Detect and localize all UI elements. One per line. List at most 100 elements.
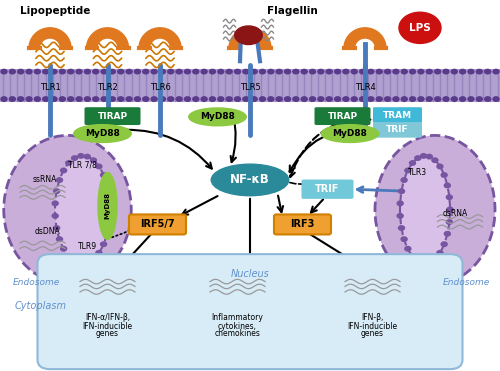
Text: IRF3: IRF3 (290, 220, 314, 229)
Text: IFN-inducible: IFN-inducible (82, 322, 132, 331)
Polygon shape (86, 28, 128, 48)
Text: TLR4: TLR4 (354, 83, 376, 92)
Circle shape (226, 69, 232, 74)
Circle shape (405, 246, 411, 251)
Circle shape (126, 69, 132, 74)
Circle shape (402, 97, 407, 101)
Circle shape (399, 12, 441, 43)
Circle shape (210, 97, 216, 101)
Text: TRIF: TRIF (386, 125, 409, 134)
Circle shape (110, 69, 116, 74)
Circle shape (434, 97, 440, 101)
Circle shape (66, 161, 72, 165)
Circle shape (10, 69, 16, 74)
Circle shape (42, 69, 48, 74)
Text: MyD88: MyD88 (104, 193, 110, 219)
Circle shape (326, 97, 332, 101)
Text: Inflammatory: Inflammatory (212, 313, 264, 322)
Circle shape (460, 97, 466, 101)
Polygon shape (29, 28, 71, 48)
Circle shape (107, 207, 113, 212)
Circle shape (84, 154, 90, 159)
Text: TRAM: TRAM (383, 111, 412, 119)
Circle shape (432, 257, 438, 261)
Text: TLR2: TLR2 (97, 83, 118, 92)
FancyBboxPatch shape (373, 122, 422, 138)
Circle shape (84, 97, 90, 101)
Text: LPS: LPS (409, 23, 431, 33)
Circle shape (168, 69, 174, 74)
Text: MyD88: MyD88 (200, 112, 235, 121)
Circle shape (56, 178, 62, 182)
Circle shape (76, 97, 82, 101)
Circle shape (104, 232, 110, 236)
Circle shape (326, 69, 332, 74)
FancyBboxPatch shape (373, 107, 422, 123)
Circle shape (432, 158, 438, 162)
Text: TIRAP: TIRAP (98, 112, 128, 121)
Circle shape (426, 97, 432, 101)
Circle shape (384, 97, 390, 101)
Circle shape (52, 201, 58, 206)
Circle shape (176, 69, 182, 74)
Circle shape (18, 69, 24, 74)
Circle shape (100, 242, 106, 246)
Circle shape (446, 220, 452, 224)
Circle shape (60, 69, 66, 74)
Circle shape (402, 69, 407, 74)
Circle shape (401, 178, 407, 182)
Circle shape (393, 97, 399, 101)
Circle shape (360, 69, 366, 74)
Circle shape (101, 69, 107, 74)
Circle shape (260, 69, 266, 74)
Circle shape (476, 97, 482, 101)
Circle shape (447, 207, 453, 212)
Circle shape (484, 97, 490, 101)
Circle shape (443, 97, 449, 101)
Circle shape (410, 161, 416, 165)
Circle shape (26, 69, 32, 74)
Circle shape (415, 156, 421, 160)
Circle shape (343, 69, 349, 74)
Circle shape (176, 97, 182, 101)
Circle shape (384, 69, 390, 74)
Circle shape (251, 69, 257, 74)
Text: TIRAP: TIRAP (328, 112, 358, 121)
Circle shape (434, 69, 440, 74)
Text: Cytoplasm: Cytoplasm (15, 301, 67, 311)
FancyBboxPatch shape (129, 214, 186, 234)
Circle shape (441, 173, 447, 177)
Text: TLR 7/8: TLR 7/8 (68, 161, 97, 170)
Ellipse shape (98, 173, 117, 239)
Ellipse shape (189, 108, 246, 126)
Ellipse shape (235, 26, 262, 45)
Circle shape (110, 97, 116, 101)
Circle shape (92, 97, 98, 101)
Circle shape (51, 69, 57, 74)
Circle shape (397, 214, 403, 218)
Circle shape (201, 97, 207, 101)
Circle shape (468, 69, 474, 74)
FancyBboxPatch shape (302, 180, 354, 199)
Circle shape (78, 261, 84, 266)
Ellipse shape (74, 125, 131, 142)
Polygon shape (139, 28, 181, 48)
Circle shape (92, 69, 98, 74)
Text: IRF5/7: IRF5/7 (140, 220, 175, 229)
Text: cytokines,: cytokines, (218, 322, 257, 331)
Circle shape (260, 97, 266, 101)
Circle shape (243, 97, 249, 101)
Circle shape (301, 69, 307, 74)
Circle shape (54, 226, 60, 230)
Circle shape (493, 69, 499, 74)
Circle shape (426, 260, 432, 265)
Text: TLR1: TLR1 (40, 83, 60, 92)
Circle shape (10, 97, 16, 101)
Circle shape (351, 69, 357, 74)
Circle shape (34, 97, 40, 101)
Circle shape (18, 97, 24, 101)
Circle shape (420, 261, 426, 266)
Circle shape (134, 97, 140, 101)
Text: TRIF: TRIF (316, 184, 340, 194)
Circle shape (343, 97, 349, 101)
